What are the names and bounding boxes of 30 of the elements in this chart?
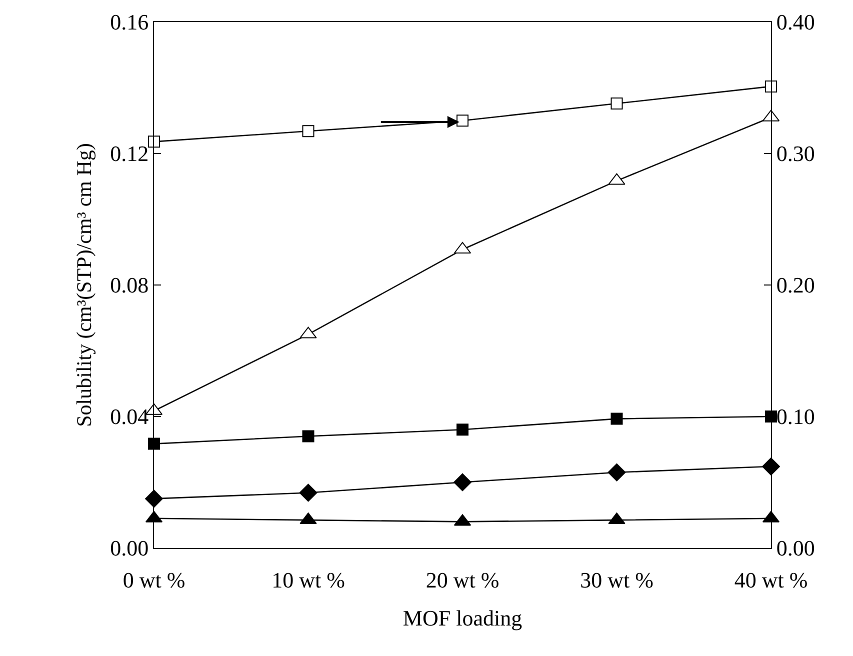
- x-tick-label: 10 wt %: [272, 567, 345, 592]
- x-tick-label: 30 wt %: [580, 567, 654, 592]
- point: [608, 463, 626, 482]
- x-tick-label: 0 wt %: [122, 567, 186, 592]
- y-axis-title: Solubility (cm³(STP)/cm³ cm Hg): [72, 143, 96, 427]
- point: [302, 125, 314, 138]
- y2-tick-label: 0.00: [776, 536, 815, 561]
- y-tick-label: 0.08: [110, 272, 149, 298]
- point: [302, 430, 314, 442]
- y2-tick-label: 0.20: [776, 272, 815, 298]
- point: [762, 458, 780, 476]
- x-axis-title: MOF loading: [402, 605, 522, 630]
- point: [765, 80, 777, 92]
- point: [148, 438, 160, 450]
- point: [610, 98, 623, 110]
- point: [610, 412, 623, 425]
- x-tick-label: 20 wt %: [426, 567, 500, 592]
- point: [148, 136, 160, 148]
- y2-tick-label: 0.40: [776, 10, 815, 35]
- y-tick-label: 0.16: [110, 10, 149, 35]
- y2-tick-label: 0.10: [776, 404, 815, 430]
- point: [456, 114, 468, 127]
- point: [456, 424, 468, 436]
- y-tick-label: 0.12: [110, 141, 149, 166]
- y2-tick-label: 0.30: [776, 141, 815, 166]
- point: [454, 473, 472, 492]
- y-tick-label: 0.04: [110, 404, 149, 430]
- y-tick-label: 0.00: [110, 536, 149, 561]
- point: [299, 484, 318, 502]
- x-tick-label: 40 wt %: [734, 567, 808, 592]
